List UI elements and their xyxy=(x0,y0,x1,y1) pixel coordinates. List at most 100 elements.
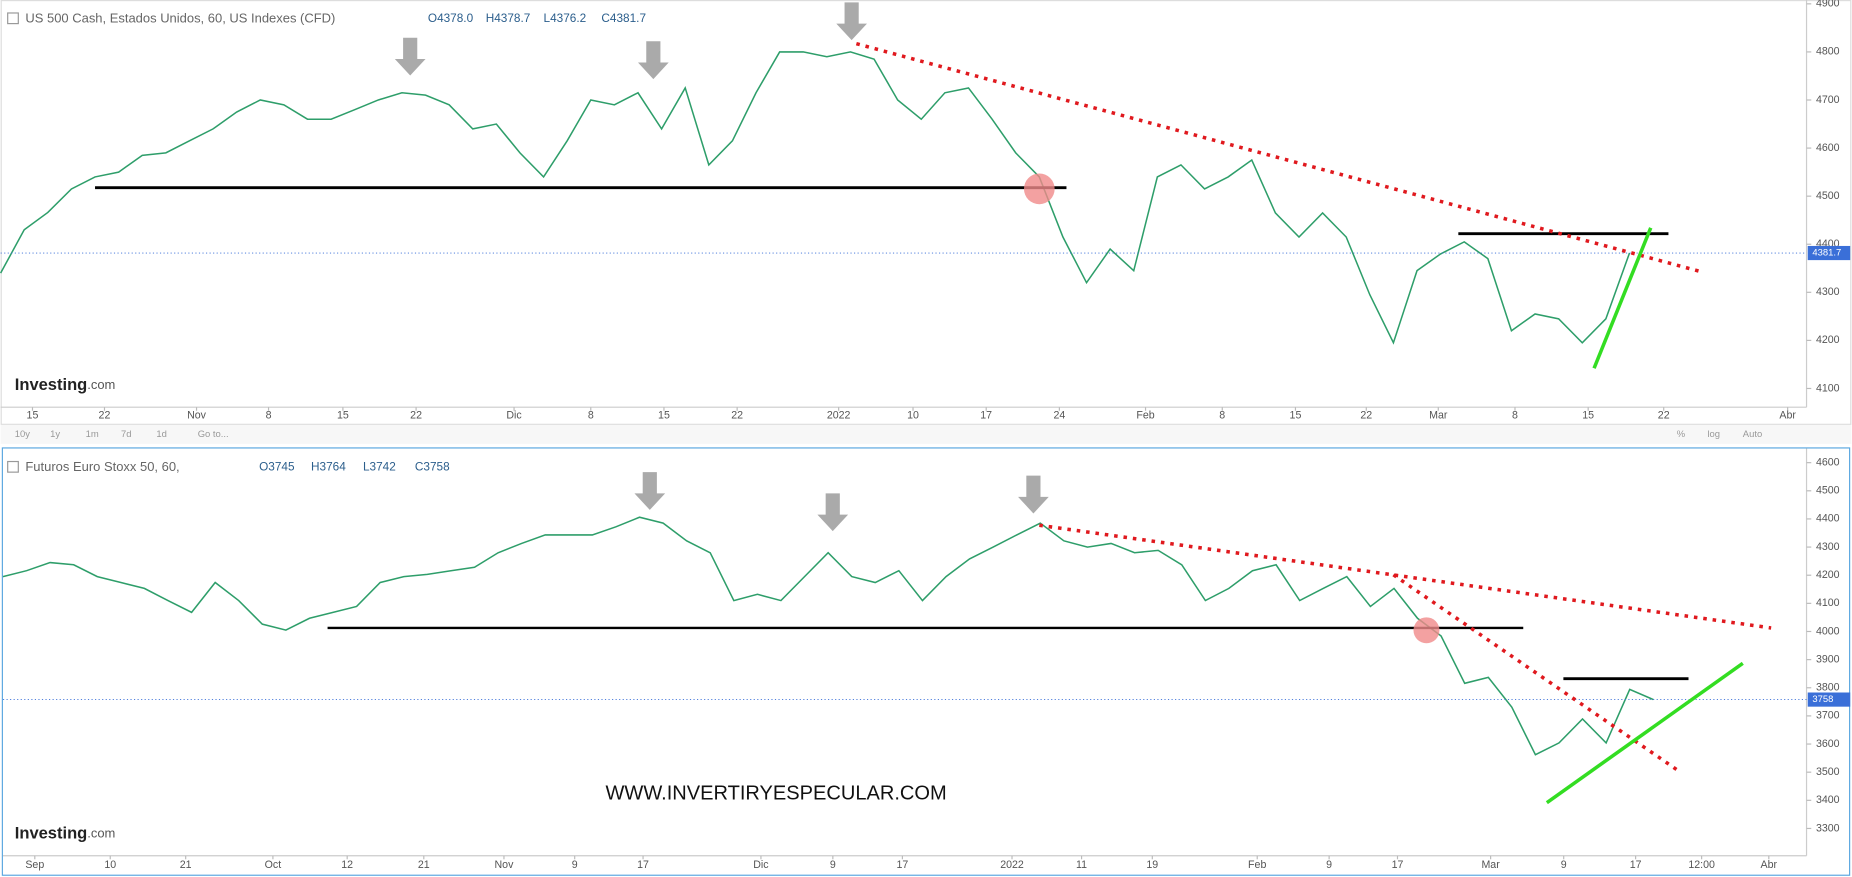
y-tick-label: 4400 xyxy=(1816,513,1840,525)
chart-title: US 500 Cash, Estados Unidos, 60, US Inde… xyxy=(25,10,335,25)
toolbar-items: 10y 1y 1m 7d 1d Go to...% log Auto xyxy=(15,429,1762,440)
x-tick-label: 10 xyxy=(104,859,116,871)
x-tick-label: Nov xyxy=(187,409,207,421)
range-button[interactable]: 10y xyxy=(15,429,30,440)
x-tick-label: 15 xyxy=(1290,409,1302,421)
toolbar xyxy=(0,424,1852,444)
x-tick-label: 15 xyxy=(337,409,349,421)
x-tick-label: 17 xyxy=(1630,859,1642,871)
logo-suffix: .com xyxy=(87,377,115,392)
x-tick-label: 9 xyxy=(1561,859,1567,871)
y-tick-label: 4900 xyxy=(1816,0,1840,10)
x-tick-label: 22 xyxy=(731,409,743,421)
x-tick-label: Abr xyxy=(1761,859,1778,871)
x-tick-label: 24 xyxy=(1053,409,1065,421)
y-tick-label: 4000 xyxy=(1816,625,1840,637)
range-button[interactable]: 1y xyxy=(50,429,60,440)
last-price-box xyxy=(1807,692,1851,707)
break-circle xyxy=(1413,617,1440,644)
collapse-icon[interactable] xyxy=(7,460,19,473)
arrow xyxy=(637,41,669,80)
ohlc-value: C4381.7 xyxy=(601,11,646,25)
option-button[interactable]: Auto xyxy=(1743,429,1762,440)
arrow xyxy=(1018,475,1049,514)
y-tick-label: 3700 xyxy=(1816,710,1840,722)
x-tick-label: Abr xyxy=(1779,409,1796,421)
y-tick-label: 3600 xyxy=(1816,738,1840,750)
y-tick-label: 4600 xyxy=(1816,456,1840,468)
x-tick-label: Oct xyxy=(265,859,282,871)
ohlc-value: O4378.0 xyxy=(428,11,474,25)
up-trend xyxy=(1545,661,1744,805)
ohlc-value: L3742 xyxy=(363,460,396,474)
x-tick-label: Nov xyxy=(495,859,515,871)
logo: Investing.com xyxy=(15,375,116,394)
x-tick-label: 22 xyxy=(1360,409,1372,421)
price-line xyxy=(0,51,1631,345)
logo-main: Investing xyxy=(15,824,88,843)
bottom-panel xyxy=(1,447,1851,876)
y-tick-label: 4200 xyxy=(1816,569,1840,581)
y-tick-label: 4800 xyxy=(1816,46,1840,58)
ohlc-value: H4378.7 xyxy=(486,11,531,25)
x-tick-label: 8 xyxy=(1512,409,1518,421)
x-tick-label: 2022 xyxy=(1000,859,1024,871)
x-tick-label: 9 xyxy=(830,859,836,871)
range-button[interactable]: 1m xyxy=(86,429,99,440)
y-tick-label: 4100 xyxy=(1816,597,1840,609)
option-button[interactable]: % xyxy=(1677,429,1686,440)
x-tick-label: 8 xyxy=(1219,409,1225,421)
ohlc-value: H3764 xyxy=(311,460,346,474)
ohlc-value: O3745 xyxy=(259,460,295,474)
x-tick-label: 21 xyxy=(418,859,430,871)
x-tick-label: 12 xyxy=(341,859,353,871)
x-tick-label: 22 xyxy=(1658,409,1670,421)
trend-line xyxy=(1039,523,1772,630)
collapse-icon[interactable] xyxy=(7,12,19,25)
x-tick-label: 9 xyxy=(1326,859,1332,871)
logo-suffix: .com xyxy=(87,826,115,841)
watermark: WWW.INVERTIRYESPECULAR.COM xyxy=(605,783,946,805)
y-tick-label: 3400 xyxy=(1816,794,1840,806)
ohlc-value: C3758 xyxy=(415,460,450,474)
x-tick-label: 21 xyxy=(180,859,192,871)
arrow xyxy=(634,472,666,510)
y-tick-label: 4700 xyxy=(1816,94,1840,106)
goto-button[interactable]: Go to... xyxy=(198,429,229,440)
y-tick-label: 3800 xyxy=(1816,682,1840,694)
x-tick-label: 10 xyxy=(907,409,919,421)
x-tick-label: 9 xyxy=(572,859,578,871)
x-tick-label: 22 xyxy=(99,409,111,421)
last-price-label: 4381.7 xyxy=(1812,248,1841,259)
x-tick-label: 15 xyxy=(27,409,39,421)
x-tick-label: Mar xyxy=(1429,409,1448,421)
x-tick-label: 8 xyxy=(588,409,594,421)
x-tick-label: 17 xyxy=(980,409,992,421)
range-button[interactable]: 1d xyxy=(156,429,166,440)
x-tick-label: Dic xyxy=(753,859,769,871)
x-tick-label: 17 xyxy=(1392,859,1404,871)
y-tick-label: 4600 xyxy=(1816,142,1840,154)
range-button[interactable]: 7d xyxy=(121,429,132,440)
trend-line xyxy=(1392,573,1678,772)
trend-line xyxy=(855,41,1701,274)
annotations-top xyxy=(95,2,1701,369)
x-tick-label: 12:00 xyxy=(1688,859,1715,871)
break-circle xyxy=(1023,173,1055,205)
up-trend xyxy=(1592,227,1653,369)
option-button[interactable]: log xyxy=(1707,429,1720,440)
logo: Investing.com xyxy=(15,824,116,843)
x-tick-label: 17 xyxy=(896,859,908,871)
y-tick-label: 3900 xyxy=(1816,653,1840,665)
x-tick-label: 19 xyxy=(1146,859,1158,871)
ohlc-value: L4376.2 xyxy=(544,11,587,25)
x-tick-label: 22 xyxy=(410,409,422,421)
arrow xyxy=(394,37,426,76)
y-tick-label: 4500 xyxy=(1816,190,1840,202)
x-tick-label: Mar xyxy=(1481,859,1500,871)
y-tick-label: 4200 xyxy=(1816,334,1840,346)
x-tick-label: 2022 xyxy=(827,409,851,421)
y-tick-label: 4300 xyxy=(1816,541,1840,553)
